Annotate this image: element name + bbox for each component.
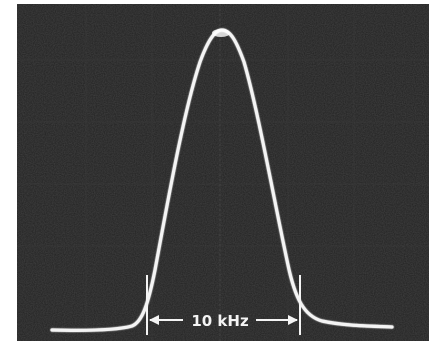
left-arrow-head: [149, 315, 159, 325]
bandwidth-label: 10 kHz: [191, 312, 249, 330]
right-arrow-head: [288, 315, 298, 325]
film-grain: [17, 4, 429, 341]
peak-highlight: [212, 29, 230, 37]
